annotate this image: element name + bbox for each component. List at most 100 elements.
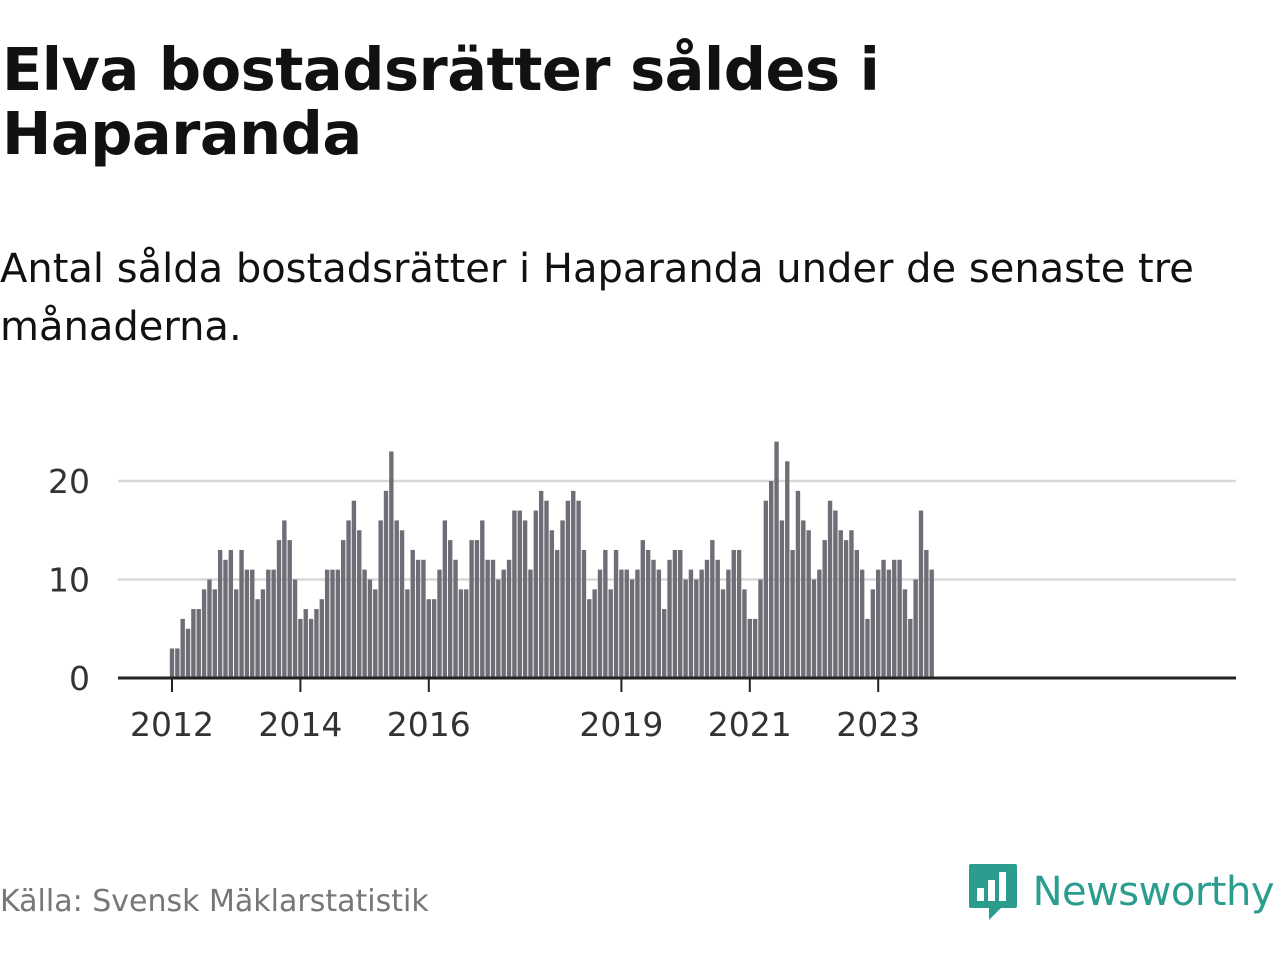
bar bbox=[458, 589, 464, 678]
bar bbox=[876, 569, 881, 678]
bar bbox=[496, 579, 501, 678]
bar bbox=[843, 540, 849, 678]
bar bbox=[298, 618, 303, 678]
x-tick-label-2014: 2014 bbox=[258, 705, 342, 744]
bar bbox=[399, 530, 405, 678]
bar bbox=[801, 520, 806, 678]
bar bbox=[276, 540, 282, 678]
bar bbox=[426, 599, 431, 678]
bar bbox=[929, 569, 934, 678]
bar bbox=[421, 559, 426, 678]
bar bbox=[555, 549, 560, 678]
bar bbox=[448, 540, 453, 678]
bar bbox=[892, 559, 897, 678]
newsworthy-logo-icon bbox=[968, 864, 1017, 920]
bar bbox=[758, 579, 763, 678]
bar bbox=[437, 569, 442, 678]
bar bbox=[549, 530, 555, 678]
bar bbox=[870, 589, 876, 678]
bar bbox=[169, 648, 175, 678]
bar bbox=[774, 441, 779, 678]
bar bbox=[287, 540, 292, 678]
bar bbox=[854, 549, 859, 678]
bar bbox=[688, 569, 694, 678]
bar bbox=[367, 579, 373, 678]
bar bbox=[694, 579, 699, 678]
bar bbox=[538, 490, 544, 678]
bar bbox=[480, 520, 485, 678]
bar bbox=[908, 618, 913, 678]
bar bbox=[640, 540, 645, 678]
bar bbox=[683, 579, 688, 678]
bar bbox=[838, 530, 843, 678]
bar bbox=[282, 520, 287, 678]
bar bbox=[822, 540, 827, 678]
bar bbox=[212, 589, 217, 678]
bar bbox=[592, 589, 597, 678]
bar bbox=[207, 579, 212, 678]
bar bbox=[490, 559, 496, 678]
bar bbox=[389, 451, 394, 678]
x-tick-label-2019: 2019 bbox=[579, 705, 663, 744]
chart-title: Elva bostadsrätter såldes i Haparanda bbox=[2, 35, 880, 168]
bar bbox=[244, 569, 250, 678]
bar bbox=[485, 559, 490, 678]
bar bbox=[918, 510, 924, 678]
bar bbox=[533, 510, 538, 678]
bar bbox=[613, 549, 619, 678]
bar bbox=[453, 559, 458, 678]
y-tick-label-10: 10 bbox=[48, 561, 90, 600]
bar bbox=[779, 520, 785, 678]
bar bbox=[394, 520, 399, 678]
bar bbox=[234, 589, 239, 678]
bar bbox=[672, 549, 678, 678]
y-tick-label-20: 20 bbox=[48, 462, 90, 501]
bar bbox=[324, 569, 330, 678]
bar bbox=[335, 569, 341, 678]
bar bbox=[442, 520, 448, 678]
bar bbox=[720, 589, 726, 678]
bar bbox=[255, 599, 260, 678]
bar bbox=[522, 520, 528, 678]
bar bbox=[629, 579, 635, 678]
bar bbox=[469, 540, 474, 678]
bar bbox=[405, 589, 410, 678]
bar bbox=[704, 559, 710, 678]
bar bbox=[902, 589, 908, 678]
bar bbox=[587, 599, 592, 678]
source-note: Källa: Svensk Mäklarstatistik bbox=[0, 884, 429, 919]
bar bbox=[635, 569, 640, 678]
bar bbox=[576, 500, 581, 678]
bar bbox=[191, 609, 196, 678]
bar bbox=[501, 569, 506, 678]
bar bbox=[897, 559, 902, 678]
bar bbox=[271, 569, 276, 678]
bar bbox=[464, 589, 469, 678]
bar bbox=[924, 549, 929, 678]
bar bbox=[790, 549, 795, 678]
bar bbox=[383, 490, 389, 678]
bar bbox=[201, 589, 207, 678]
bar bbox=[410, 549, 415, 678]
bar bbox=[474, 540, 480, 678]
bar bbox=[785, 461, 790, 678]
bar bbox=[415, 559, 421, 678]
bar bbox=[865, 618, 870, 678]
bar bbox=[581, 549, 587, 678]
bar bbox=[185, 628, 191, 678]
bar bbox=[260, 589, 266, 678]
bar bbox=[742, 589, 747, 678]
bar bbox=[656, 569, 662, 678]
bar bbox=[817, 569, 822, 678]
bar bbox=[619, 569, 624, 678]
bar bbox=[351, 500, 357, 678]
bar bbox=[736, 549, 742, 678]
bar bbox=[341, 540, 346, 678]
bar bbox=[811, 579, 817, 678]
bar bbox=[292, 579, 298, 678]
bar bbox=[544, 500, 549, 678]
bar bbox=[731, 549, 736, 678]
bar bbox=[217, 549, 223, 678]
bar bbox=[859, 569, 865, 678]
bar bbox=[357, 530, 362, 678]
